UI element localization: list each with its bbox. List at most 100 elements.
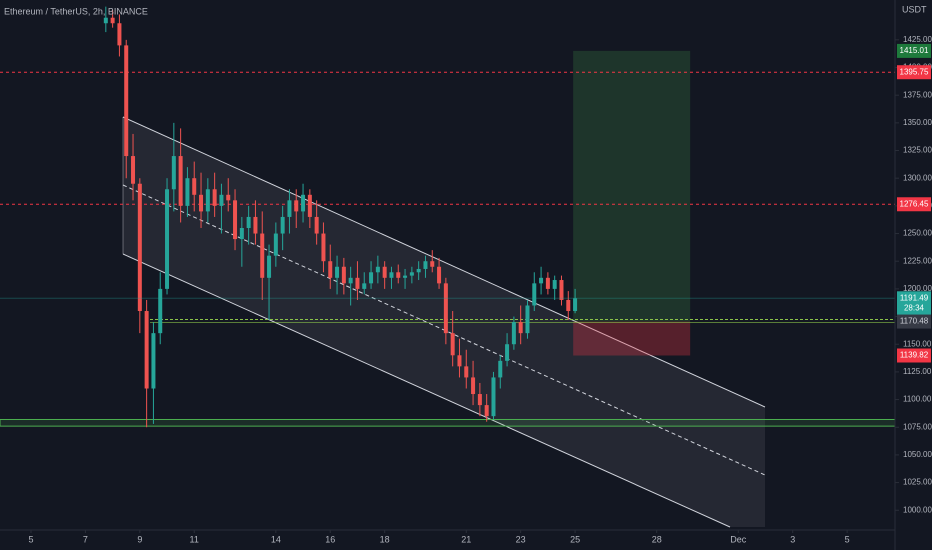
price-label-bg (897, 65, 931, 80)
candle-body (484, 405, 489, 417)
candle-body (457, 355, 462, 367)
candle-body (321, 233, 326, 262)
target-zone (573, 50, 691, 322)
candle-body (137, 183, 142, 312)
y-tick-label: 1150.00 (903, 339, 932, 348)
candle-body (117, 23, 122, 46)
x-tick-label: 21 (461, 534, 471, 544)
price-label: 1191.49 (900, 293, 929, 302)
y-tick-label: 1000.00 (903, 505, 932, 514)
candle-body (280, 216, 285, 234)
price-label: 1170.48 (900, 317, 929, 326)
price-label: 1395.75 (900, 67, 929, 76)
candle-body (552, 280, 557, 289)
candle-body (185, 178, 190, 206)
candle-body (151, 333, 156, 389)
candle-body (375, 266, 380, 273)
candle-body (443, 283, 448, 334)
candle-body (409, 272, 414, 276)
candle-body (545, 277, 550, 289)
candle-body (382, 266, 387, 278)
candle-body (505, 344, 510, 361)
candle-body (525, 305, 530, 334)
candle-body (144, 311, 149, 389)
y-tick-label: 1075.00 (903, 422, 932, 431)
candle-body (403, 275, 408, 278)
candle-body (518, 322, 523, 334)
y-tick-label: 1025.00 (903, 478, 932, 487)
candle-body (437, 266, 442, 284)
candle-body (301, 194, 306, 212)
candle-body (267, 255, 272, 278)
x-tick-label: 18 (380, 534, 390, 544)
x-tick-label: 11 (190, 534, 199, 544)
price-label-bg (897, 348, 931, 363)
candle-body (314, 216, 319, 234)
candle-body (450, 333, 455, 356)
candle-body (430, 261, 435, 267)
y-tick-label: 1250.00 (903, 229, 932, 238)
stop-zone (573, 321, 691, 356)
candle-body (246, 216, 251, 229)
candle-body (539, 277, 544, 284)
y-tick-label: 1100.00 (903, 395, 932, 404)
candle-body (239, 228, 244, 240)
x-tick-label: 9 (137, 534, 142, 544)
y-tick-label: 1050.00 (903, 450, 932, 459)
candle-body (362, 283, 367, 289)
x-tick-label: 7 (83, 534, 88, 544)
candle-body (341, 266, 346, 284)
candle-body (171, 156, 176, 190)
candle-body (532, 283, 537, 306)
candle-body (165, 189, 170, 289)
channel-upper (122, 116, 766, 408)
candle-body (471, 377, 476, 395)
x-tick-label: 28 (652, 534, 662, 544)
candle-body (199, 194, 204, 212)
candle-body (348, 277, 353, 284)
candle-body (566, 299, 571, 312)
candle-body (192, 178, 197, 195)
price-label-bg (897, 197, 931, 212)
x-tick-label: 5 (845, 534, 850, 544)
candle-body (212, 189, 217, 206)
x-tick-label: 14 (271, 534, 281, 544)
y-tick-label: 1125.00 (903, 367, 932, 376)
candle-body (335, 266, 340, 278)
price-label-bg (897, 43, 931, 58)
y-tick-label: 1350.00 (903, 118, 932, 127)
candle-body (233, 200, 238, 240)
y-tick-label: 1425.00 (903, 35, 932, 44)
candle-body (477, 394, 482, 406)
candle-body (498, 360, 503, 378)
candle-body (573, 298, 578, 312)
candle-body (226, 194, 231, 201)
price-label: 1139.82 (900, 351, 929, 360)
y-tick-label: 1375.00 (903, 90, 932, 99)
candle-body (396, 272, 401, 278)
x-tick-label: 5 (29, 534, 34, 544)
y-axis-label: USDT (902, 4, 927, 14)
price-label: 1276.45 (900, 199, 929, 208)
price-label-bg (897, 314, 931, 329)
candle-body (103, 17, 108, 24)
candle-body (219, 194, 224, 206)
y-tick-label: 1300.00 (903, 173, 932, 182)
x-tick-label: 3 (790, 534, 795, 544)
countdown: 28:34 (904, 303, 925, 312)
y-tick-label: 1200.00 (903, 284, 932, 293)
channel-lower (122, 253, 731, 528)
x-tick-label: 25 (570, 534, 580, 544)
candle-body (124, 45, 129, 157)
candle-body (294, 200, 299, 212)
candle-body (559, 280, 564, 300)
candle-body (464, 366, 469, 378)
chart-title: Ethereum / TetherUS, 2h, BINANCE (4, 6, 148, 16)
candle-body (491, 377, 496, 417)
plot-area (0, 6, 896, 528)
candle-body (253, 216, 258, 234)
x-tick-label: Dec (730, 534, 747, 544)
candle-body (178, 156, 183, 206)
candle-body (416, 268, 421, 273)
support-zone (0, 418, 896, 427)
